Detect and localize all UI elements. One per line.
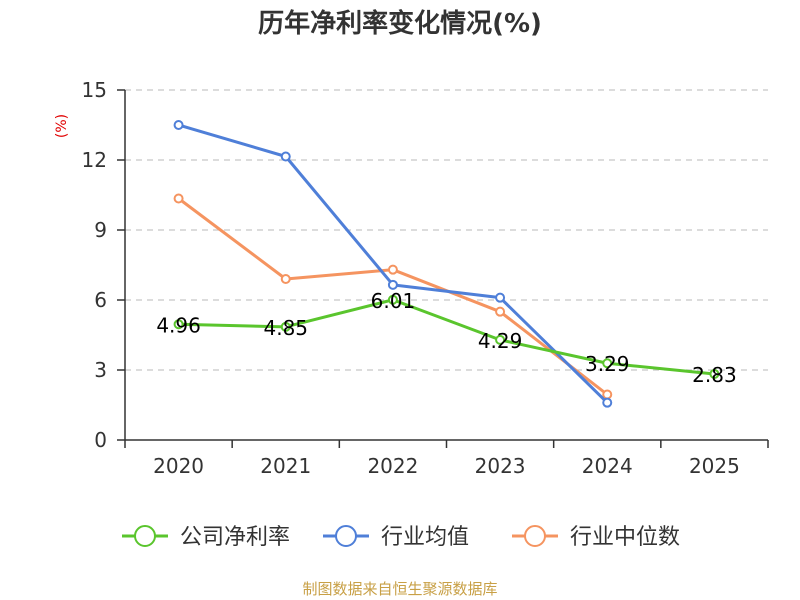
data-point-0[interactable]	[280, 321, 291, 332]
legend[interactable]: 公司净利率 行业均值 行业中位数	[122, 525, 680, 550]
y-tick-label: 0	[94, 428, 107, 452]
series-line-1	[178, 123, 609, 404]
data-point-0[interactable]	[602, 358, 613, 369]
x-tick-label: 2025	[689, 454, 740, 478]
data-label: 3.29	[585, 352, 630, 376]
y-tick-label: 15	[82, 78, 107, 102]
data-label: 4.96	[156, 313, 201, 337]
series-line-0	[178, 298, 715, 376]
data-point-2[interactable]	[280, 274, 291, 284]
data-point-1[interactable]	[280, 151, 291, 162]
legend-item-2[interactable]: 行业中位数	[512, 525, 680, 550]
data-point-1[interactable]	[495, 292, 506, 303]
x-tick-label: 2023	[475, 454, 526, 478]
x-tick-label: 2021	[260, 454, 311, 478]
data-label: 6.01	[371, 289, 416, 313]
legend-item-1[interactable]: 行业均值	[323, 525, 469, 550]
data-point-2[interactable]	[387, 264, 398, 275]
data-label: 4.85	[263, 316, 308, 340]
data-point-1[interactable]	[602, 397, 613, 408]
y-tick-label: 3	[94, 358, 107, 382]
data-point-0[interactable]	[709, 368, 720, 379]
data-point-0[interactable]	[387, 294, 398, 305]
data-point-2[interactable]	[173, 193, 184, 204]
data-label: 4.29	[478, 329, 523, 353]
legend-item-0[interactable]: 公司净利率	[122, 525, 290, 550]
legend-label: 行业中位数	[570, 525, 680, 550]
data-labels: 4.96 4.85 6.01 4.29 3.29 2.83	[156, 289, 736, 387]
axes: 0 3 6 9 12 15 2020 2021 2022 2023 2024 2025	[82, 78, 769, 478]
data-point-1[interactable]	[173, 120, 184, 130]
legend-swatch-marker	[335, 525, 357, 547]
y-tick-label: 9	[94, 218, 107, 242]
x-tick-label: 2024	[582, 454, 633, 478]
y-tick-label: 6	[94, 288, 107, 312]
series-lines	[173, 120, 720, 408]
legend-label: 公司净利率	[180, 525, 290, 550]
y-tick-label: 12	[82, 148, 107, 172]
legend-swatch-marker	[524, 525, 546, 547]
data-label: 2.83	[692, 363, 737, 387]
data-point-2[interactable]	[495, 306, 506, 317]
legend-swatch-marker	[134, 525, 156, 547]
x-tick-label: 2020	[153, 454, 204, 478]
data-point-0[interactable]	[173, 319, 184, 330]
chart-title: 历年净利率变化情况(%)	[258, 8, 542, 39]
grid-lines	[125, 89, 768, 371]
y-axis-unit: (%)	[54, 114, 70, 138]
data-point-0[interactable]	[495, 334, 506, 345]
x-tick-label: 2022	[367, 454, 418, 478]
legend-label: 行业均值	[381, 525, 469, 550]
source-note: 制图数据来自恒生聚源数据库	[302, 580, 497, 598]
data-point-1[interactable]	[387, 279, 398, 290]
data-point-2[interactable]	[602, 389, 613, 400]
